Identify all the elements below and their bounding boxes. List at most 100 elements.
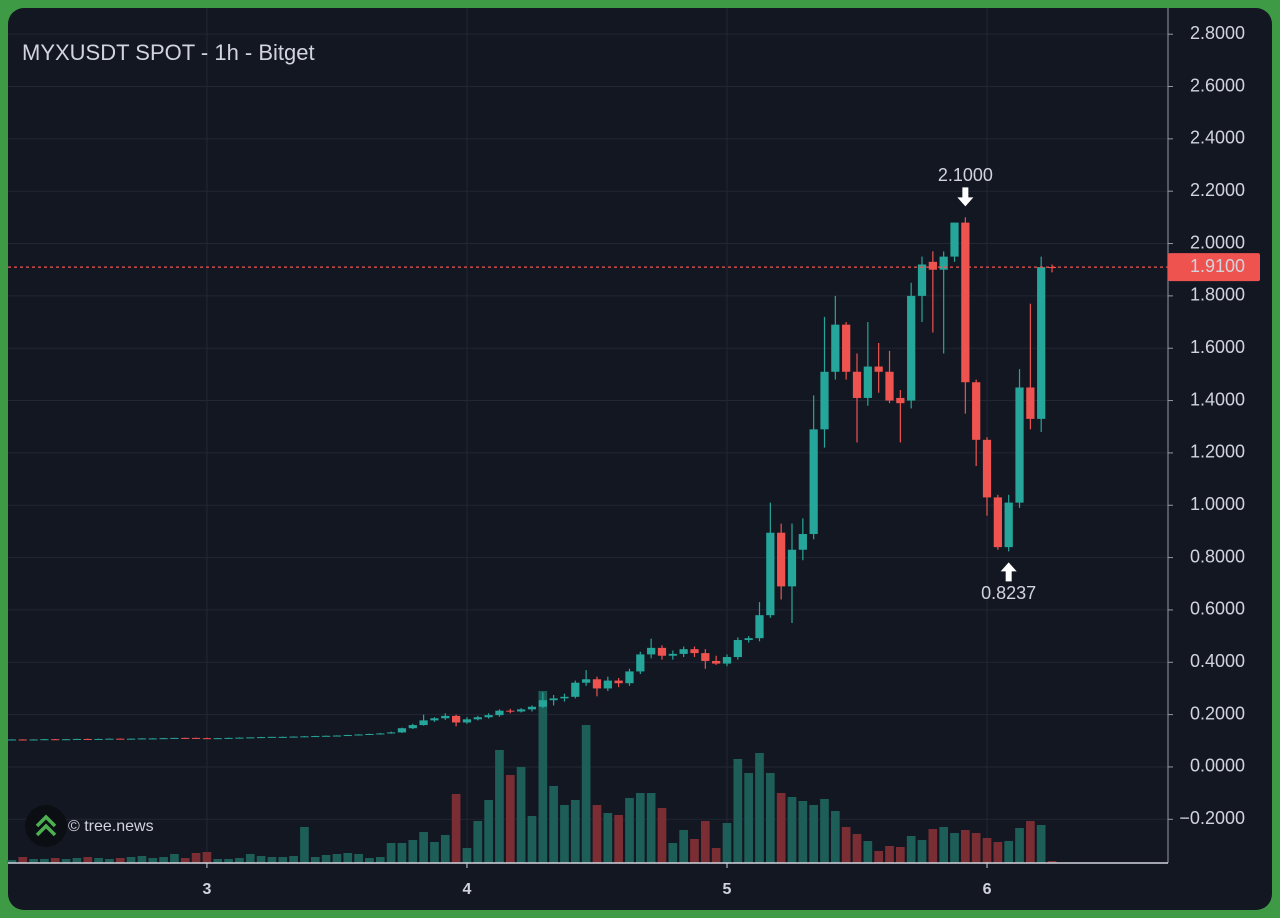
candle-body (451, 715, 461, 723)
y-tick-label: 1.0000 (1190, 494, 1245, 514)
volume-bar (560, 805, 569, 863)
volume-bar (939, 827, 949, 863)
volume-bar (310, 857, 320, 863)
volume-bar (755, 753, 764, 863)
volume-bar (971, 833, 981, 863)
volume-bar (1015, 828, 1024, 863)
candle-body (787, 549, 797, 587)
candle-body (408, 725, 417, 729)
volume-bar (1004, 841, 1014, 863)
volume-bar (94, 858, 103, 863)
watermark: © tree.news (68, 818, 154, 835)
volume-bar (603, 813, 613, 863)
candle-body (1015, 387, 1024, 503)
candle-body (852, 371, 862, 398)
candle-body (126, 738, 136, 740)
volume-bar (375, 857, 385, 863)
volume-bar (961, 830, 970, 863)
volume-bar (473, 821, 483, 863)
y-tick-label: 2.2000 (1190, 180, 1245, 200)
volume-bar (397, 843, 407, 863)
volume-bar (495, 750, 504, 863)
candle-body (592, 679, 602, 689)
y-tick-label: 1.2000 (1190, 442, 1245, 462)
candle-body (170, 737, 179, 739)
volume (7, 691, 1057, 863)
x-tick-label: 3 (202, 881, 211, 898)
volume-bar (451, 794, 461, 863)
x-tick-label: 6 (983, 881, 992, 898)
candle-body (202, 738, 212, 740)
candle-body (224, 737, 233, 739)
candle-body (473, 717, 482, 720)
candle-body (1026, 387, 1035, 419)
volume-bar (874, 851, 883, 863)
candle-body (386, 732, 396, 734)
volume-bar (744, 773, 753, 863)
candle-body (928, 261, 937, 270)
candle-body (94, 738, 103, 740)
candle-body (636, 654, 645, 672)
volume-bar (527, 816, 537, 863)
volume-bar (159, 857, 168, 863)
y-tick-label: 2.0000 (1190, 232, 1245, 252)
candle-body (549, 698, 558, 701)
candle-body (571, 682, 580, 697)
y-tick-label: −0.2000 (1179, 808, 1245, 828)
volume-bar (896, 847, 905, 863)
candle-body (647, 647, 656, 655)
annotation-label: 0.8237 (981, 583, 1036, 603)
candle-body (679, 649, 688, 654)
candle-body (972, 382, 981, 440)
candle-body (246, 737, 255, 739)
annotation-label: 2.1000 (938, 165, 993, 185)
candle-body (235, 737, 244, 739)
volume-bar (505, 775, 515, 863)
candle-body (256, 737, 266, 739)
x-tick-label: 4 (463, 881, 472, 898)
volume-bar (516, 767, 526, 863)
candle-body (18, 739, 27, 741)
candle-body (603, 680, 612, 689)
volume-bar (191, 853, 201, 863)
candle-body (116, 738, 125, 740)
candle-body (7, 739, 17, 741)
candle-body (51, 739, 60, 741)
candle-body (332, 735, 342, 737)
volume-bar (40, 859, 49, 863)
volume-bar (289, 856, 298, 863)
candle-body (809, 429, 818, 535)
candle-body (61, 739, 71, 741)
volume-bar (592, 805, 602, 863)
volume-bar (83, 857, 93, 863)
volume-bar (29, 859, 38, 863)
candle-body (712, 660, 721, 664)
candle-body (1004, 502, 1013, 548)
volume-bar (321, 855, 331, 863)
candle-body (321, 735, 331, 737)
candle-body (462, 719, 472, 723)
volume-bar (950, 833, 959, 863)
volume-bar (386, 843, 396, 863)
volume-bar (148, 858, 158, 863)
volume-bar (614, 815, 623, 863)
last-price-label: 1.9100 (1190, 256, 1245, 276)
volume-bar (798, 801, 808, 863)
candle-body (614, 680, 623, 684)
candle-body (397, 728, 407, 733)
candle-body (690, 649, 699, 654)
volume-bar (256, 856, 266, 863)
volume-bar (766, 773, 775, 863)
volume-bar (267, 857, 277, 863)
candle-body (961, 222, 970, 383)
candle-body (722, 657, 732, 664)
y-tick-label: 1.6000 (1190, 337, 1245, 357)
volume-bar (776, 793, 786, 863)
y-tick-label: 0.8000 (1190, 546, 1245, 566)
volume-bar (354, 854, 363, 863)
volume-bar (245, 854, 255, 863)
volume-bar (170, 854, 179, 863)
y-tick-label: 2.8000 (1190, 23, 1245, 43)
